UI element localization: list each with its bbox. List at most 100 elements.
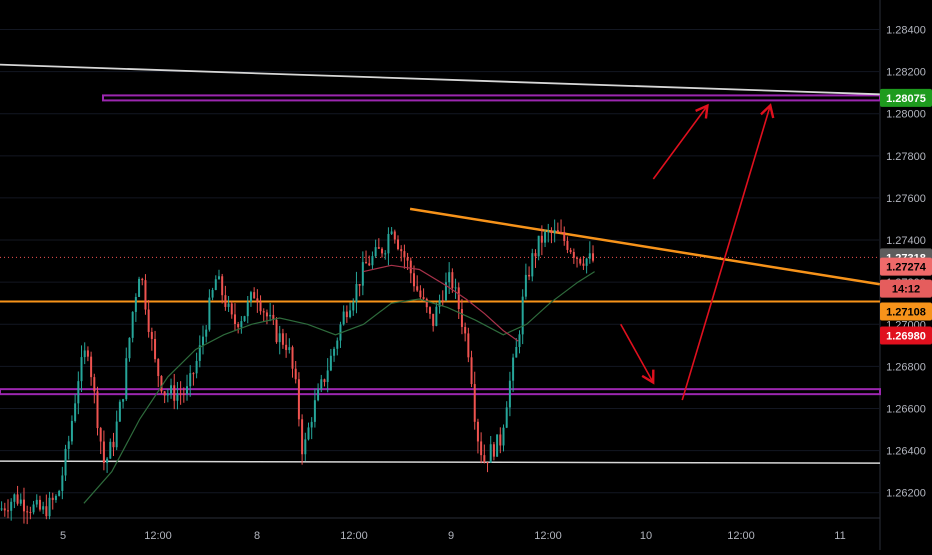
candle-body	[531, 253, 534, 277]
candle-body	[16, 494, 19, 504]
candle-body	[512, 357, 515, 381]
candle-body	[141, 278, 144, 281]
candle-body	[208, 297, 211, 330]
candle-body	[96, 391, 99, 429]
candle-body	[189, 373, 192, 387]
candle-body	[67, 441, 70, 449]
y-tick-label: 1.26800	[886, 361, 926, 373]
candle-body	[476, 421, 479, 442]
candle-body	[553, 230, 556, 233]
candle-body	[582, 263, 585, 266]
candle-body	[569, 249, 572, 253]
price-badge	[880, 88, 932, 107]
candle-body	[83, 350, 86, 358]
candle-body	[269, 314, 272, 317]
candle-body	[233, 314, 236, 324]
candle-body	[425, 298, 428, 308]
candle-body	[323, 379, 326, 383]
candle-body	[90, 356, 93, 378]
candle-body	[281, 333, 284, 345]
candle-body	[186, 386, 189, 394]
x-tick-label: 8	[254, 530, 260, 542]
candle-body	[22, 499, 25, 512]
candle-body	[86, 350, 89, 357]
candle-body	[518, 334, 521, 347]
x-tick-label: 11	[834, 530, 845, 542]
y-tick-label: 1.27800	[886, 151, 926, 163]
candle-body	[486, 462, 489, 464]
candle-body	[467, 333, 470, 358]
candle-body	[61, 475, 64, 491]
candle-body	[588, 253, 591, 259]
candle-body	[214, 279, 217, 290]
forecast-arrow	[652, 103, 709, 180]
forecast-arrow	[681, 103, 775, 401]
candle-body	[259, 302, 262, 312]
candle-body	[502, 427, 505, 446]
candle-body	[422, 297, 425, 299]
candle-body	[160, 376, 163, 392]
candle-body	[403, 251, 406, 258]
candle-body	[99, 428, 102, 442]
candle-body	[368, 263, 371, 266]
candle-body	[26, 511, 29, 513]
candle-body	[480, 441, 483, 456]
price-badge	[880, 302, 932, 321]
candle-body	[115, 421, 118, 448]
candle-body	[387, 233, 390, 254]
candle-body	[256, 298, 259, 303]
candle-body	[352, 302, 355, 311]
candle-body	[355, 284, 358, 303]
candle-body	[576, 257, 579, 259]
candle-body	[550, 230, 553, 233]
candle-body	[176, 393, 179, 401]
candle-body	[128, 337, 131, 359]
candle-body	[464, 326, 467, 334]
candle-body	[333, 348, 336, 356]
trendline	[409, 207, 881, 286]
candle-body	[202, 336, 205, 346]
candle-body	[560, 231, 563, 233]
candle-body	[310, 421, 313, 428]
candle-body	[122, 399, 125, 402]
candle-body	[505, 407, 508, 428]
candle-body	[444, 282, 447, 301]
price-badge-label: 1.28075	[886, 93, 926, 105]
candle-body	[144, 280, 147, 310]
candle-body	[10, 501, 13, 511]
x-tick-label: 9	[448, 530, 454, 542]
y-tick-label: 1.28200	[886, 67, 926, 79]
candle-body	[563, 232, 566, 241]
candle-body	[6, 510, 9, 512]
candle-body	[297, 379, 300, 420]
candle-body	[102, 441, 105, 463]
candle-body	[54, 495, 57, 500]
candle-body	[58, 490, 61, 496]
candle-body	[93, 377, 96, 392]
candle-body	[470, 357, 473, 385]
candle-body	[524, 274, 527, 297]
y-tick-label: 1.28000	[886, 109, 926, 121]
support-zone-purple	[0, 388, 881, 396]
candle-body	[448, 272, 451, 283]
candle-body	[80, 357, 83, 382]
candle-body	[134, 296, 137, 312]
candle-body	[377, 247, 380, 249]
y-tick-label: 1.27600	[886, 193, 926, 205]
candle-body	[278, 333, 281, 343]
candle-body	[249, 292, 252, 302]
candle-body	[521, 296, 524, 335]
candle-body	[304, 439, 307, 455]
candle-body	[473, 384, 476, 422]
candle-body	[361, 262, 364, 286]
price-badge	[880, 257, 932, 276]
x-tick-label: 12:00	[727, 530, 755, 542]
price-badge	[880, 279, 932, 298]
x-tick-label: 12:00	[534, 530, 562, 542]
candle-body	[301, 419, 304, 455]
candle-body	[45, 506, 48, 517]
candle-body	[585, 258, 588, 266]
